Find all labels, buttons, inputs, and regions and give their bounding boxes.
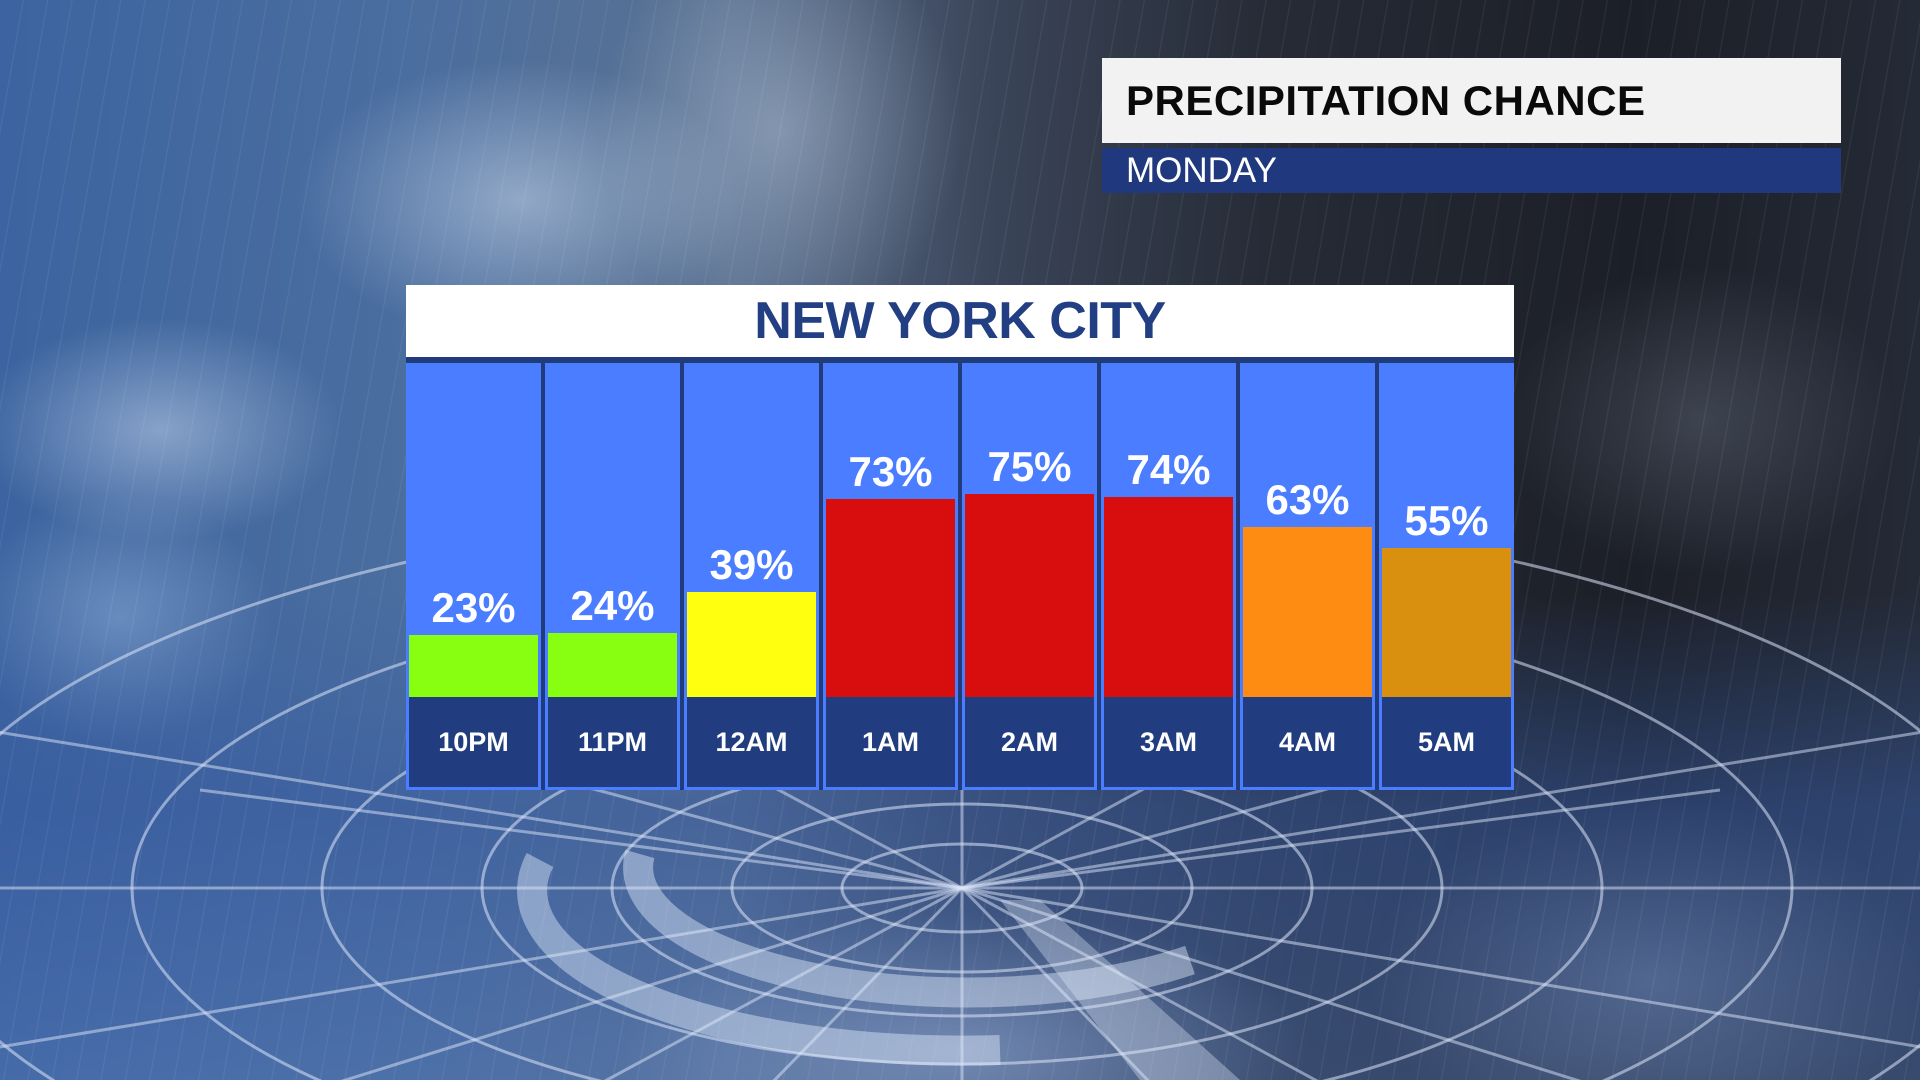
bar-column: 75% 2AM <box>962 363 1097 790</box>
hour-label: 10PM <box>409 697 538 787</box>
precip-value-label: 63% <box>1265 476 1350 523</box>
precip-bar <box>826 499 955 698</box>
precip-chart-panel: NEW YORK CITY 23% 10PM 24% 11PM 39% 12AM 73% 1A… <box>406 285 1514 790</box>
precip-bar <box>1243 527 1372 698</box>
bar-column: 23% 10PM <box>406 363 541 790</box>
location-title: NEW YORK CITY <box>406 285 1514 357</box>
day-subtitle: MONDAY <box>1102 148 1841 193</box>
bar-column: 24% 11PM <box>545 363 680 790</box>
precip-bar <box>1104 497 1233 698</box>
precip-bar <box>687 592 816 698</box>
precip-value-label: 39% <box>709 541 794 588</box>
precip-value-label: 55% <box>1404 497 1489 544</box>
hour-label: 2AM <box>965 697 1094 787</box>
chart-body: 23% 10PM 24% 11PM 39% 12AM 73% 1AM 75% 2AM 74% 3AM 6… <box>406 357 1514 790</box>
precip-value-label: 75% <box>987 443 1072 490</box>
header-box: PRECIPITATION CHANCE MONDAY <box>1102 58 1841 193</box>
precip-value-label: 24% <box>570 582 655 629</box>
precip-value-label: 73% <box>848 448 933 495</box>
bar-column: 73% 1AM <box>823 363 958 790</box>
hour-label: 5AM <box>1382 697 1511 787</box>
precip-bar <box>409 635 538 698</box>
hour-label: 4AM <box>1243 697 1372 787</box>
bar-column: 39% 12AM <box>684 363 819 790</box>
bar-column: 74% 3AM <box>1101 363 1236 790</box>
hour-label: 3AM <box>1104 697 1233 787</box>
bar-column: 55% 5AM <box>1379 363 1514 790</box>
precip-bar <box>1382 548 1511 698</box>
page-title: PRECIPITATION CHANCE <box>1102 58 1841 143</box>
hour-label: 11PM <box>548 697 677 787</box>
precip-bar <box>548 633 677 698</box>
hour-label: 12AM <box>687 697 816 787</box>
precip-value-label: 74% <box>1126 446 1211 493</box>
bar-column: 63% 4AM <box>1240 363 1375 790</box>
bar-columns: 23% 10PM 24% 11PM 39% 12AM 73% 1AM 75% 2AM 74% 3AM 6… <box>406 363 1514 790</box>
hour-label: 1AM <box>826 697 955 787</box>
precip-bar <box>965 494 1094 698</box>
precip-value-label: 23% <box>431 584 516 631</box>
